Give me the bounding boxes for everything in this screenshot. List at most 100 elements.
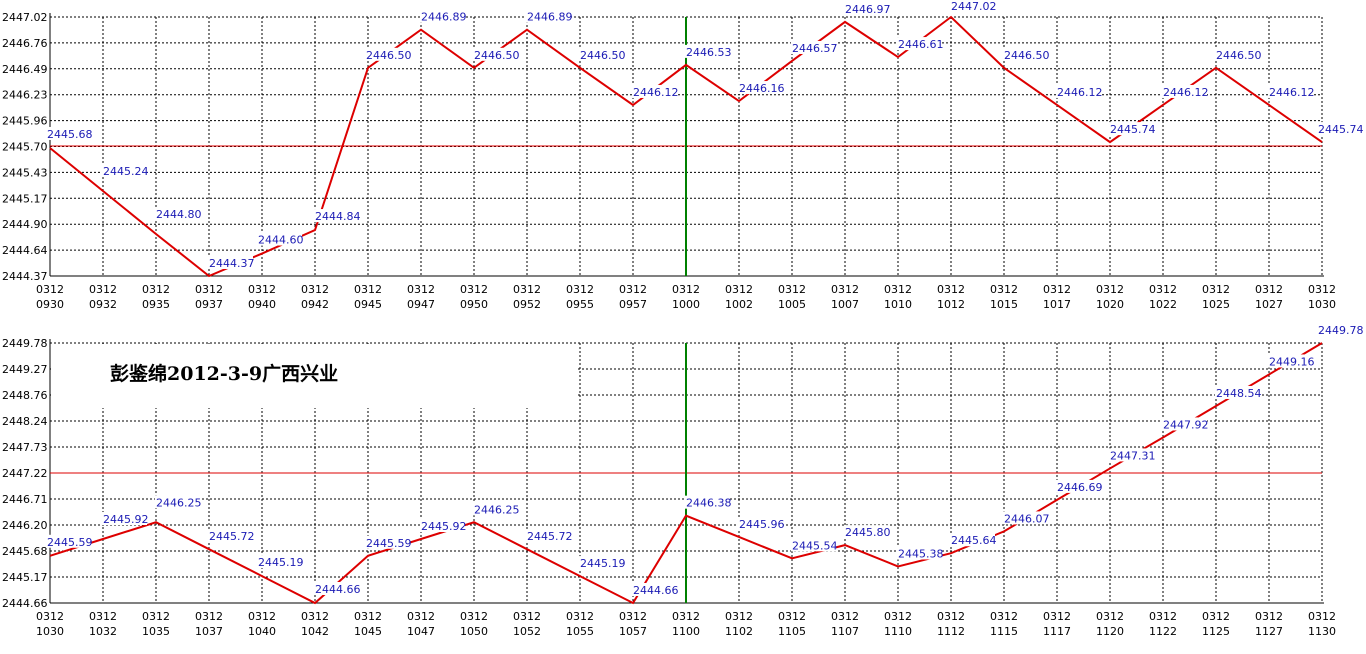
x-tick-label-time: 1120	[1096, 625, 1124, 638]
data-label: 2445.38	[898, 547, 944, 560]
y-tick-label: 2444.64	[2, 244, 48, 257]
data-label-background	[1317, 323, 1362, 336]
data-label: 2445.72	[527, 530, 573, 543]
x-tick-label-date: 0312	[937, 283, 965, 296]
x-tick-label-date: 0312	[1043, 610, 1071, 623]
data-label: 2446.25	[474, 503, 520, 516]
x-tick-label-time: 1010	[884, 298, 912, 311]
x-tick-label-date: 0312	[248, 610, 276, 623]
data-label-background	[1215, 385, 1260, 399]
x-tick-label-date: 0312	[778, 283, 806, 296]
data-label: 2446.53	[686, 46, 732, 59]
x-tick-label-date: 0312	[195, 610, 223, 623]
data-label-background	[473, 502, 518, 516]
data-label: 2445.74	[1110, 123, 1156, 136]
data-label: 2447.02	[951, 0, 997, 13]
data-label: 2446.25	[156, 496, 202, 509]
data-label-background	[314, 582, 359, 595]
x-tick-label-time: 1115	[990, 625, 1018, 638]
x-tick-label-time: 1047	[407, 625, 435, 638]
data-label-background	[897, 37, 942, 51]
x-tick-label-date: 0312	[619, 610, 647, 623]
x-tick-label-time: 1002	[725, 298, 753, 311]
data-label-background	[844, 1, 889, 15]
data-label-background	[791, 40, 836, 54]
x-tick-label-date: 0312	[831, 610, 859, 623]
y-tick-label: 2448.24	[2, 415, 48, 428]
x-tick-label-date: 0312	[407, 610, 435, 623]
x-tick-label-date: 0312	[354, 283, 382, 296]
data-label: 2449.78	[1318, 324, 1364, 337]
x-tick-label-time: 1057	[619, 625, 647, 638]
y-tick-label: 2448.76	[2, 389, 48, 402]
x-tick-label-date: 0312	[619, 283, 647, 296]
data-label-background	[950, 533, 995, 547]
data-label-background	[579, 556, 624, 570]
y-tick-label: 2446.23	[2, 89, 48, 102]
x-tick-label-date: 0312	[884, 610, 912, 623]
data-label: 2445.80	[845, 526, 891, 539]
y-tick-label: 2445.70	[2, 141, 48, 154]
data-label-background	[420, 9, 465, 23]
x-tick-label-date: 0312	[937, 610, 965, 623]
data-label-background	[1215, 47, 1260, 61]
upper-chart-panel: 2447.022446.762446.492446.232445.962445.…	[2, 0, 1364, 311]
x-tick-label-time: 1030	[36, 625, 64, 638]
x-tick-label-date: 0312	[36, 283, 64, 296]
x-tick-label-time: 0947	[407, 298, 435, 311]
x-tick-label-date: 0312	[1255, 610, 1283, 623]
y-tick-label: 2446.49	[2, 63, 48, 76]
data-label-background	[685, 44, 730, 58]
data-label: 2448.54	[1216, 387, 1262, 400]
x-tick-label-time: 1037	[195, 625, 223, 638]
data-label-background	[1003, 511, 1048, 525]
x-tick-label-time: 1050	[460, 625, 488, 638]
data-label: 2445.92	[103, 513, 149, 526]
data-label-background	[1056, 479, 1101, 493]
x-tick-label-date: 0312	[1149, 610, 1177, 623]
x-tick-label-time: 0955	[566, 298, 594, 311]
y-tick-label: 2446.76	[2, 37, 48, 50]
data-label: 2445.68	[47, 128, 93, 141]
x-tick-label-time: 1040	[248, 625, 276, 638]
data-label: 2446.89	[527, 11, 573, 24]
data-label-background	[738, 81, 783, 95]
x-tick-label-date: 0312	[1308, 610, 1336, 623]
x-tick-label-date: 0312	[990, 610, 1018, 623]
data-label: 2445.74	[1318, 123, 1364, 136]
x-tick-label-time: 0942	[301, 298, 329, 311]
data-label-background	[1109, 122, 1154, 136]
data-label: 2446.61	[898, 38, 944, 51]
x-tick-label-date: 0312	[1255, 283, 1283, 296]
x-tick-label-time: 0957	[619, 298, 647, 311]
x-tick-label-time: 1027	[1255, 298, 1283, 311]
data-label-background	[1317, 122, 1362, 136]
data-label: 2446.50	[366, 49, 412, 62]
data-label-background	[632, 583, 677, 596]
x-tick-label-date: 0312	[1043, 283, 1071, 296]
data-label: 2446.38	[686, 497, 732, 510]
x-tick-label-time: 0950	[460, 298, 488, 311]
data-label-background	[526, 9, 571, 23]
x-tick-label-time: 0935	[142, 298, 170, 311]
x-tick-label-time: 1045	[354, 625, 382, 638]
x-tick-label-date: 0312	[513, 610, 541, 623]
data-label-background	[46, 126, 91, 140]
x-tick-label-date: 0312	[513, 283, 541, 296]
x-tick-label-date: 0312	[407, 283, 435, 296]
data-label: 2446.07	[1004, 512, 1050, 525]
x-tick-label-time: 1105	[778, 625, 806, 638]
x-tick-label-date: 0312	[1202, 610, 1230, 623]
data-label: 2449.16	[1269, 355, 1315, 368]
data-label: 2444.66	[633, 584, 679, 597]
x-tick-label-date: 0312	[672, 283, 700, 296]
x-tick-label-date: 0312	[460, 610, 488, 623]
data-label: 2446.12	[1163, 86, 1209, 99]
annotation-background	[51, 344, 577, 408]
x-tick-label-time: 1112	[937, 625, 965, 638]
x-tick-label-time: 1015	[990, 298, 1018, 311]
x-tick-label-time: 1055	[566, 625, 594, 638]
x-tick-label-date: 0312	[778, 610, 806, 623]
x-tick-label-date: 0312	[672, 610, 700, 623]
data-label-background	[102, 163, 147, 177]
